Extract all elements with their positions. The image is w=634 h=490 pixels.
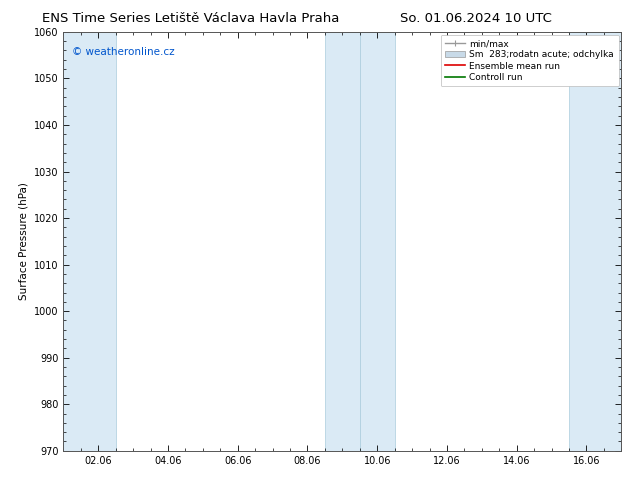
Bar xyxy=(63,32,115,451)
Text: © weatheronline.cz: © weatheronline.cz xyxy=(72,47,174,56)
Text: So. 01.06.2024 10 UTC: So. 01.06.2024 10 UTC xyxy=(399,12,552,25)
Text: ENS Time Series Letiště Václava Havla Praha: ENS Time Series Letiště Václava Havla Pr… xyxy=(41,12,339,25)
Legend: min/max, Sm  283;rodatn acute; odchylka, Ensemble mean run, Controll run: min/max, Sm 283;rodatn acute; odchylka, … xyxy=(441,35,619,86)
Y-axis label: Surface Pressure (hPa): Surface Pressure (hPa) xyxy=(18,182,29,300)
Bar xyxy=(359,32,394,451)
Bar xyxy=(569,32,621,451)
Bar xyxy=(325,32,359,451)
